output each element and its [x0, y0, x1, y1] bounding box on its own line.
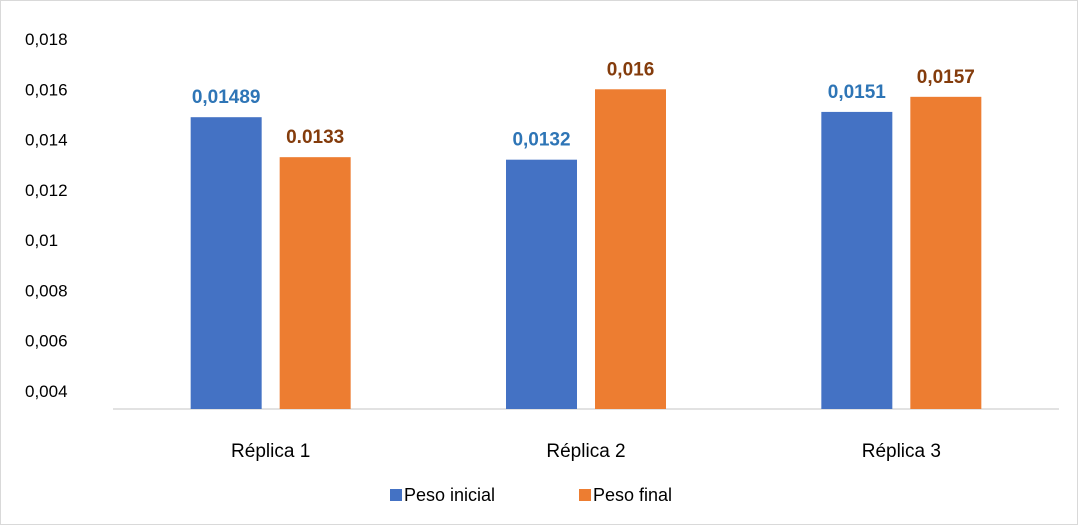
y-tick-label: 0,018	[25, 30, 68, 49]
data-label: 0,016	[607, 59, 655, 80]
data-label: 0.0133	[286, 127, 344, 148]
legend-swatch	[390, 489, 402, 501]
data-label: 0,0157	[917, 67, 975, 88]
bar-peso-inicial-3	[821, 111, 893, 410]
y-tick-label: 0,012	[25, 181, 68, 200]
bar-peso-final-3	[910, 96, 982, 409]
legend-label: Peso final	[593, 485, 672, 505]
y-tick-label: 0,016	[25, 80, 68, 99]
bar-peso-final-2	[595, 89, 666, 410]
data-label: 0,01489	[192, 87, 261, 108]
bar-peso-final-1	[279, 157, 351, 409]
category-labels: Réplica 1 Réplica 2 Réplica 3	[231, 441, 941, 462]
legend-swatch	[579, 489, 591, 501]
category-label: Réplica 3	[862, 441, 941, 462]
y-tick-label: 0,004	[25, 382, 68, 401]
bar-peso-inicial-2	[506, 159, 577, 409]
category-label: Réplica 1	[231, 441, 310, 462]
y-tick-label: 0,014	[25, 131, 68, 150]
y-tick-label: 0,006	[25, 332, 68, 351]
data-label: 0,0132	[512, 130, 570, 151]
bars-group	[190, 89, 982, 410]
data-label: 0,0151	[828, 82, 887, 103]
y-axis-ticks: 0,018 0,016 0,014 0,012 0,01 0,008 0,006 0,004	[25, 30, 68, 401]
bar-peso-inicial-1	[190, 117, 262, 410]
y-tick-label: 0,008	[25, 281, 68, 300]
legend-label: Peso inicial	[404, 485, 495, 505]
data-labels-group: 0,01489 0.0133 0,0132 0,016 0,0151 0,0157	[192, 59, 975, 150]
legend: Peso inicial Peso final	[390, 485, 672, 505]
category-label: Réplica 2	[546, 441, 625, 462]
y-tick-label: 0,01	[25, 231, 58, 250]
